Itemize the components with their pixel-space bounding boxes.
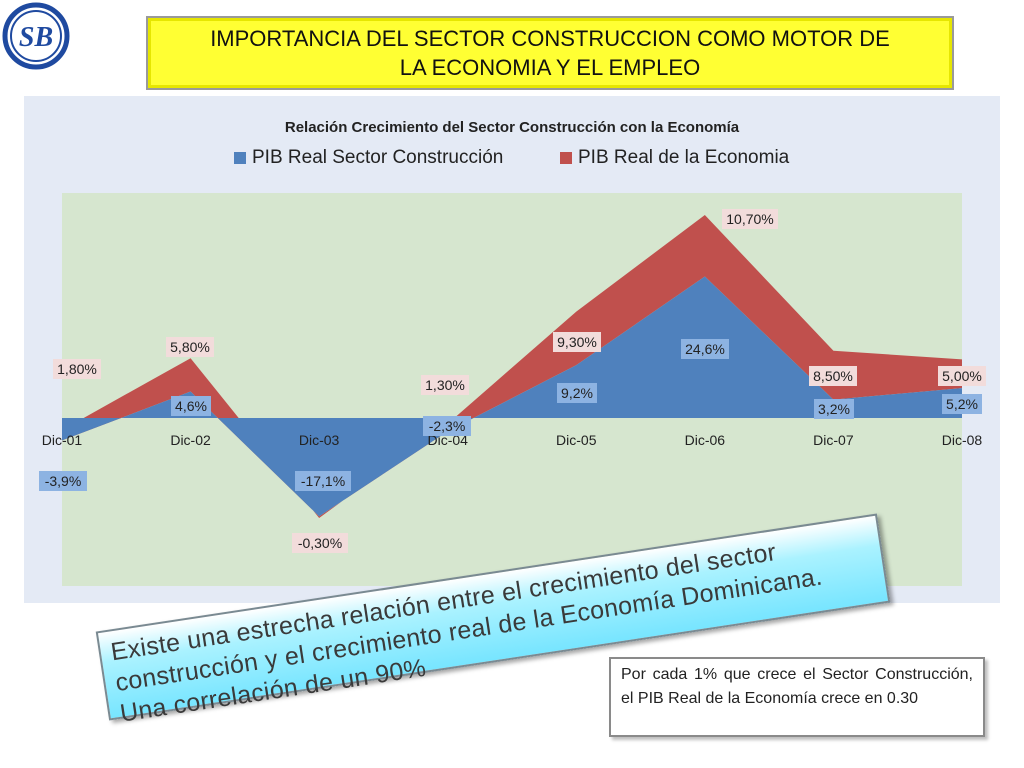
- legend-item-construccion: PIB Real Sector Construcción: [234, 147, 503, 169]
- x-tick-label: Dic-08: [942, 432, 983, 448]
- data-label-economia: -0,30%: [298, 535, 342, 551]
- data-label-economia-bg: [809, 366, 857, 386]
- data-label-economia-bg: [421, 375, 469, 395]
- data-label-economia-bg: [938, 366, 986, 386]
- data-label-construccion: -2,3%: [429, 418, 466, 434]
- data-label-economia: 8,50%: [813, 368, 853, 384]
- x-tick-label: Dic-01: [42, 432, 83, 448]
- data-label-construccion-bg: [423, 416, 471, 436]
- legend-swatch-construccion: [234, 152, 246, 164]
- data-label-economia: 5,80%: [170, 339, 210, 355]
- data-label-economia: 5,00%: [942, 368, 982, 384]
- data-label-construccion-bg: [295, 471, 351, 491]
- data-label-economia-bg: [553, 332, 601, 352]
- data-label-construccion-bg: [557, 383, 597, 403]
- data-label-construccion: -17,1%: [301, 473, 345, 489]
- data-label-economia-bg: [53, 359, 101, 379]
- x-tick-label: Dic-05: [556, 432, 597, 448]
- data-label-construccion-bg: [681, 339, 729, 359]
- legend-item-economia: PIB Real de la Economia: [560, 147, 789, 169]
- note-box: Por cada 1% que crece el Sector Construc…: [609, 657, 985, 737]
- data-label-construccion: 9,2%: [561, 385, 593, 401]
- area-series-economia: [62, 215, 962, 519]
- data-label-economia-bg: [292, 533, 348, 553]
- data-label-construccion-bg: [814, 399, 854, 419]
- data-label-construccion: 3,2%: [818, 401, 850, 417]
- data-label-construccion: -3,9%: [45, 473, 82, 489]
- sb-logo-icon: SB: [2, 2, 70, 70]
- legend-swatch-economia: [560, 152, 572, 164]
- legend-label-construccion: PIB Real Sector Construcción: [252, 147, 504, 168]
- legend-label-economia: PIB Real de la Economia: [578, 147, 790, 168]
- data-label-construccion: 5,2%: [946, 396, 978, 412]
- data-label-economia-bg: [166, 337, 214, 357]
- data-label-construccion: 4,6%: [175, 398, 207, 414]
- x-tick-label: Dic-03: [299, 432, 340, 448]
- data-label-economia: 9,30%: [557, 334, 597, 350]
- x-tick-label: Dic-06: [685, 432, 726, 448]
- data-label-construccion-bg: [39, 471, 87, 491]
- page-title-box: IMPORTANCIA DEL SECTOR CONSTRUCCION COMO…: [146, 16, 954, 90]
- x-tick-label: Dic-07: [813, 432, 854, 448]
- data-label-economia: 1,30%: [425, 377, 465, 393]
- data-label-construccion-bg: [171, 396, 211, 416]
- chart-title: Relación Crecimiento del Sector Construc…: [284, 119, 740, 136]
- data-label-economia-bg: [722, 209, 778, 229]
- note-text: Por cada 1% que crece el Sector Construc…: [621, 666, 973, 707]
- data-label-economia: 10,70%: [726, 211, 773, 227]
- data-label-construccion: 24,6%: [685, 341, 725, 357]
- data-label-economia: 1,80%: [57, 361, 97, 377]
- x-tick-label: Dic-02: [170, 432, 211, 448]
- data-label-construccion-bg: [942, 394, 982, 414]
- area-series-construccion: [62, 276, 962, 517]
- logo-text: SB: [19, 22, 53, 53]
- page-title: IMPORTANCIA DEL SECTOR CONSTRUCCION COMO…: [210, 26, 890, 80]
